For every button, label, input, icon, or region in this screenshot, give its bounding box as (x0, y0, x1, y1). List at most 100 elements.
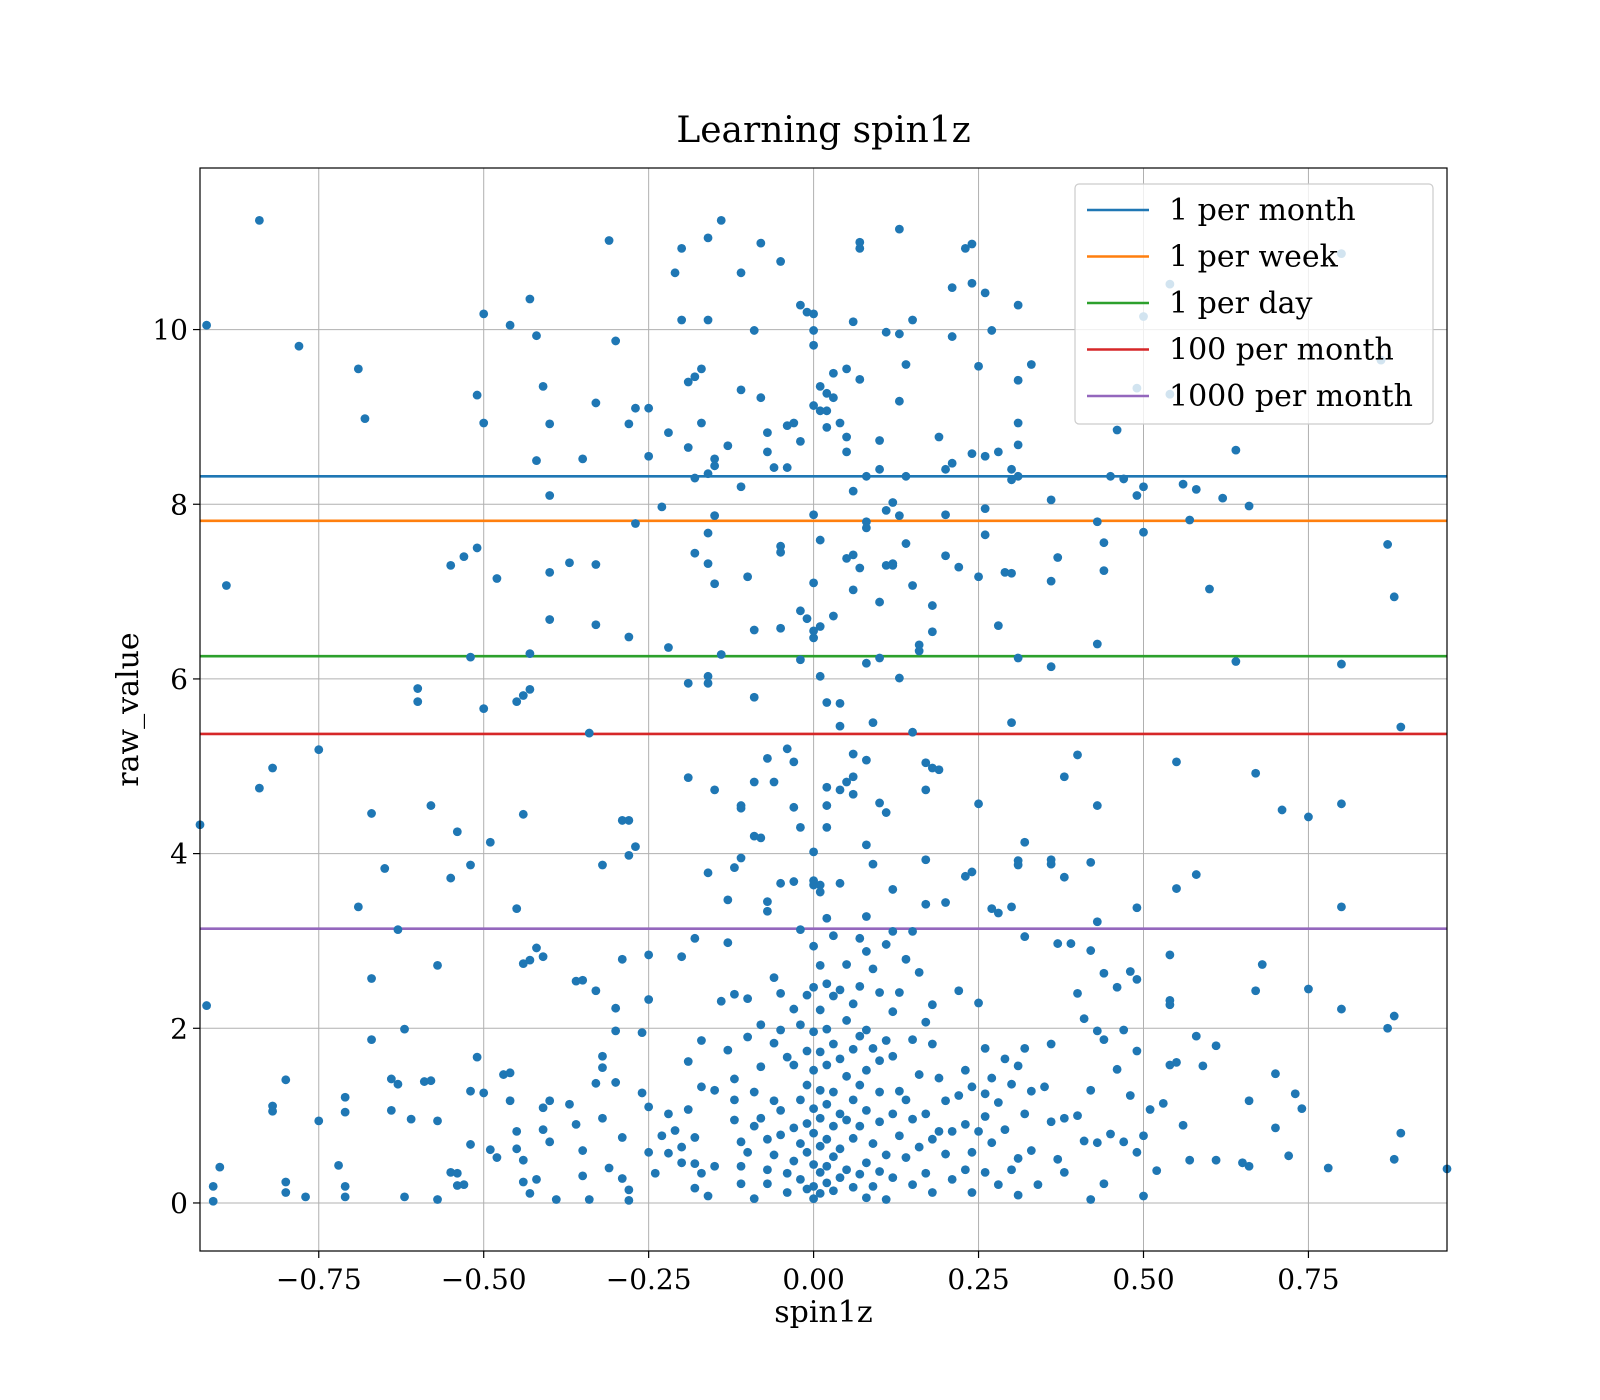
data-point (1244, 1096, 1254, 1106)
data-point (1132, 974, 1142, 984)
data-point (624, 850, 634, 860)
data-point (848, 1133, 858, 1143)
data-point (1086, 1195, 1096, 1204)
data-point (617, 816, 627, 825)
data-point (723, 441, 733, 451)
data-point (789, 418, 799, 428)
data-point (452, 827, 462, 837)
data-point (505, 1096, 515, 1106)
data-point (980, 288, 990, 298)
data-point (861, 471, 871, 481)
data-point (433, 961, 442, 970)
data-point (828, 1186, 838, 1196)
data-point (472, 390, 482, 400)
data-point (1165, 950, 1175, 960)
data-point (545, 1137, 555, 1147)
data-point (545, 419, 555, 429)
data-point (545, 615, 555, 624)
data-point (1092, 517, 1102, 527)
data-point (281, 1177, 291, 1187)
data-point (855, 933, 865, 943)
data-point (532, 331, 541, 341)
axis-ticks: −0.75 −0.50 −0.25 0.00 0.25 0.50 0.75 0 2 4 6 8 10 (152, 314, 1339, 1296)
data-point (908, 727, 917, 737)
data-point (828, 1039, 838, 1049)
data-point (538, 952, 548, 962)
data-point (815, 961, 825, 970)
data-point (1112, 982, 1122, 992)
data-point (894, 224, 904, 234)
data-point (908, 1114, 917, 1124)
data-point (763, 1179, 772, 1189)
data-point (828, 611, 838, 621)
data-point (413, 684, 423, 693)
data-point (578, 1171, 588, 1181)
data-point (987, 1138, 997, 1148)
data-point (908, 926, 917, 936)
data-point (1099, 968, 1109, 978)
data-point (670, 268, 680, 278)
data-point (875, 1087, 884, 1097)
data-point (452, 1181, 462, 1190)
data-point (796, 1139, 805, 1148)
data-point (1185, 1155, 1195, 1165)
data-point (776, 988, 786, 998)
data-point (1092, 639, 1102, 649)
data-point (650, 1168, 660, 1178)
data-point (1007, 568, 1016, 578)
data-point (967, 449, 977, 458)
data-point (703, 1191, 713, 1201)
data-point (861, 912, 871, 921)
data-point (835, 985, 845, 995)
data-point (809, 1194, 819, 1203)
data-point (980, 504, 990, 514)
legend-label: 1 per day (1169, 286, 1313, 321)
data-point (815, 1113, 825, 1123)
data-point (1000, 567, 1010, 577)
data-point (763, 897, 772, 907)
data-point (967, 278, 977, 288)
data-point (433, 1116, 442, 1126)
data-point (598, 1051, 607, 1061)
data-point (406, 1114, 416, 1124)
data-point (1106, 1129, 1115, 1139)
data-point (710, 511, 720, 521)
data-point (756, 238, 766, 248)
data-point (736, 1161, 746, 1171)
data-point (894, 988, 904, 997)
legend-label: 1 per week (1169, 240, 1339, 275)
data-point (809, 309, 819, 319)
data-point (881, 808, 891, 817)
data-point (881, 505, 891, 515)
data-point (479, 418, 489, 428)
data-point (914, 1070, 924, 1079)
data-point (822, 1024, 832, 1034)
data-point (815, 406, 825, 416)
data-point (875, 1167, 884, 1176)
data-point (927, 763, 937, 773)
data-point (1000, 1125, 1010, 1134)
data-point (749, 692, 759, 702)
data-point (822, 1099, 832, 1109)
data-point (960, 243, 970, 253)
data-point (710, 785, 720, 795)
data-point (822, 913, 832, 923)
data-point (1007, 718, 1016, 728)
data-point (842, 960, 851, 969)
data-point (901, 471, 911, 481)
data-point (842, 432, 851, 442)
data-point (888, 1173, 898, 1183)
data-point (492, 1153, 502, 1162)
data-point (591, 986, 601, 996)
data-point (730, 1115, 739, 1125)
data-point (987, 326, 997, 335)
data-point (861, 840, 871, 850)
legend-label: 1000 per month (1169, 379, 1413, 414)
data-point (710, 1085, 720, 1095)
data-point (697, 1036, 706, 1045)
data-point (1132, 1147, 1142, 1157)
data-point (611, 1078, 621, 1087)
data-point (1013, 440, 1023, 450)
data-point (835, 721, 845, 731)
data-point (776, 623, 786, 633)
